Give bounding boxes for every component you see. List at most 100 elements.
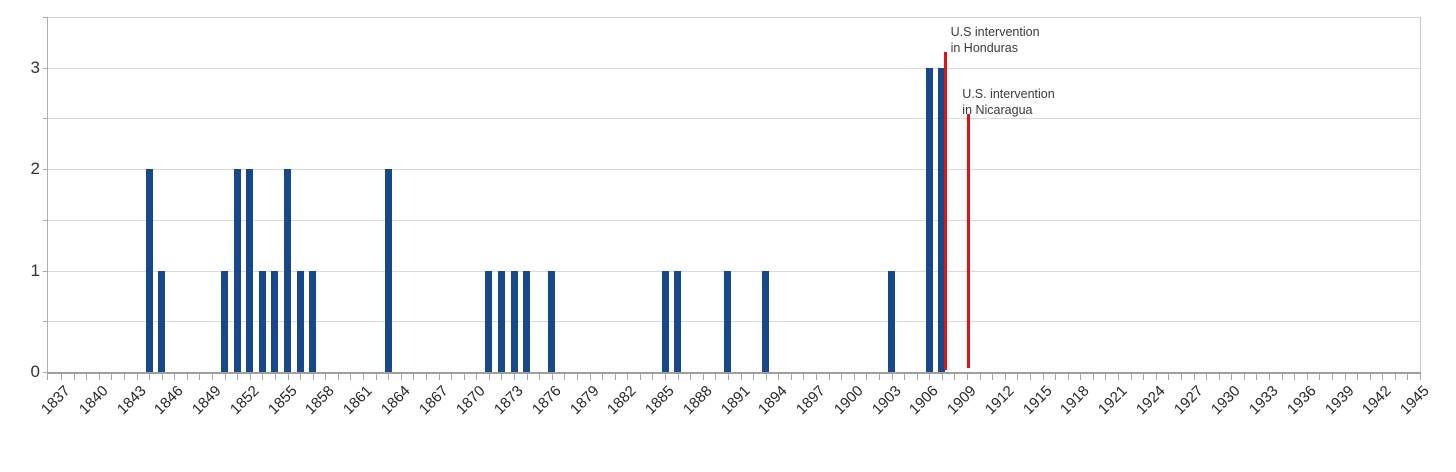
x-axis-tick <box>954 374 956 380</box>
x-axis-tick <box>136 374 138 380</box>
x-axis-tick <box>803 374 805 380</box>
x-axis-tick <box>891 374 893 380</box>
x-axis-tick <box>1118 374 1119 380</box>
bar-1853 <box>258 270 266 372</box>
x-axis-tick <box>1168 374 1170 380</box>
bar-1844 <box>145 169 153 372</box>
x-axis-tick <box>740 374 742 380</box>
x-axis-tick <box>400 374 402 380</box>
annotation-label-line: U.S intervention <box>950 24 1040 39</box>
x-axis-tick <box>1180 374 1182 380</box>
x-axis-tick <box>1382 374 1384 380</box>
x-axis-tick <box>652 374 654 380</box>
x-axis-tick <box>1231 374 1233 380</box>
x-axis-tick <box>841 374 843 380</box>
x-axis-tick <box>86 374 88 380</box>
x-axis-tick <box>1369 374 1371 380</box>
bar-1885 <box>661 270 669 372</box>
x-axis-tick <box>916 374 918 380</box>
annotation-label-line: in Honduras <box>950 40 1018 55</box>
x-axis-tick <box>904 374 906 380</box>
bar-1863 <box>384 169 392 372</box>
y-axis-line <box>47 17 48 372</box>
x-axis-tick <box>878 374 880 380</box>
y-axis-tick-label: 3 <box>30 57 40 77</box>
x-axis-tick <box>929 374 931 380</box>
x-axis-tick <box>1143 374 1145 380</box>
x-axis-tick <box>375 374 377 380</box>
x-axis-tick <box>1105 374 1107 380</box>
gridline <box>47 118 1420 120</box>
x-axis-tick <box>1206 374 1208 380</box>
x-axis-tick <box>564 374 566 380</box>
x-axis-tick <box>702 374 704 380</box>
gridline <box>47 270 1420 272</box>
x-axis-line <box>47 372 1421 374</box>
x-axis-tick <box>287 374 289 380</box>
x-axis-tick <box>526 374 528 380</box>
x-axis-tick <box>337 374 339 380</box>
x-axis-tick <box>1067 374 1069 380</box>
x-axis-tick <box>1281 374 1283 380</box>
x-axis-tick <box>61 374 62 380</box>
x-axis-tick <box>1193 374 1195 380</box>
x-axis-tick <box>853 374 855 380</box>
bar-1851 <box>233 169 241 372</box>
x-axis-tick <box>1256 374 1258 380</box>
x-axis-tick <box>602 374 604 380</box>
x-axis-tick <box>413 374 415 380</box>
x-axis-tick <box>677 374 679 380</box>
gridline <box>47 219 1420 221</box>
x-axis-tick <box>1017 374 1019 380</box>
x-axis-tick <box>576 374 578 380</box>
bar-1906 <box>925 67 933 372</box>
y-axis-tick-label: 0 <box>30 362 40 381</box>
x-axis-tick <box>790 374 792 380</box>
y-axis-tick <box>43 372 47 373</box>
x-axis-tick <box>161 374 163 380</box>
x-axis-tick <box>451 374 453 380</box>
x-axis-tick <box>249 374 251 380</box>
bar-1886 <box>674 270 682 372</box>
x-axis-tick <box>1269 374 1270 380</box>
bar-1855 <box>284 169 291 372</box>
x-axis-tick <box>866 374 868 380</box>
x-axis-tick <box>98 374 100 380</box>
x-axis-tick <box>312 374 314 380</box>
x-axis-tick <box>715 374 717 380</box>
x-axis-tick <box>1092 374 1094 380</box>
annotation-label: U.S. intervention in Nicaragua <box>962 86 1054 118</box>
x-axis-tick <box>992 374 994 380</box>
x-axis-tick <box>778 374 780 380</box>
x-axis-tick <box>828 374 830 380</box>
bar-1854 <box>271 270 279 372</box>
x-axis-tick <box>1344 374 1346 380</box>
x-axis-tick <box>551 374 553 380</box>
x-axis-tick <box>212 374 213 380</box>
x-axis-tick <box>539 374 541 380</box>
bar-1893 <box>762 270 770 372</box>
y-axis-tick <box>43 118 47 120</box>
y-axis-tick <box>43 67 47 69</box>
x-axis-tick <box>627 374 629 380</box>
x-axis-tick <box>514 374 515 380</box>
x-axis-tick <box>979 374 981 380</box>
x-axis-tick <box>388 374 390 380</box>
x-axis-tick <box>224 374 226 380</box>
y-axis-tick-label: 2 <box>30 159 40 179</box>
x-axis-tick <box>1004 374 1006 380</box>
bar-1874 <box>523 270 531 372</box>
bar-1872 <box>497 270 505 372</box>
x-axis-tick <box>363 374 364 380</box>
x-axis-tick <box>727 374 729 380</box>
gridline <box>47 67 1420 69</box>
x-axis-tick <box>350 374 352 380</box>
x-axis-tick <box>174 374 176 380</box>
x-axis-tick <box>614 374 616 380</box>
x-axis-tick <box>1407 374 1409 380</box>
x-axis-tick <box>1055 374 1057 380</box>
x-axis-tick <box>1319 374 1321 380</box>
bar-chart: 1837 1840 1843 1846 1849 1852 1855 1858 1861 1864… <box>30 17 1433 419</box>
x-axis-tick <box>1029 374 1031 380</box>
x-axis-tick <box>816 374 817 380</box>
